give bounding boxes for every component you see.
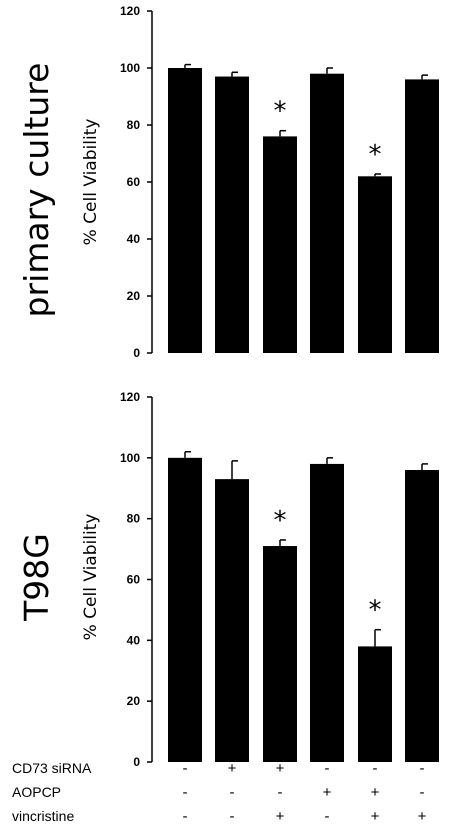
table-row-label-vincristine: vincristine	[12, 808, 74, 824]
t98g-y-tick-label: 100	[120, 451, 140, 465]
primary-culture-bar-2	[215, 76, 249, 354]
t98g-y-axis-label: % Cell Viability	[81, 514, 101, 641]
table-sign-cd73-sirna-3: +	[276, 760, 285, 777]
table-sign-aopcp-2: -	[230, 784, 235, 801]
t98g-y-tick-label: 20	[127, 694, 141, 708]
table-sign-cd73-sirna-2: +	[228, 760, 237, 777]
table-sign-cd73-sirna-1: -	[183, 760, 188, 777]
primary-culture-significance-5: *	[369, 140, 382, 170]
t98g-y-tick-label: 60	[127, 573, 141, 587]
primary-culture-bar-1	[168, 68, 202, 353]
primary-culture-y-tick-label: 0	[133, 346, 140, 360]
primary-culture-y-tick-label: 20	[127, 289, 141, 303]
primary-culture-y-tick-label: 60	[127, 175, 141, 189]
t98g-bar-3	[263, 546, 297, 762]
t98g-bar-4	[310, 463, 344, 762]
table-sign-vincristine-1: -	[183, 808, 188, 825]
t98g-panel-label: T98G	[17, 533, 56, 622]
t98g-significance-3: *	[274, 506, 287, 536]
table-sign-aopcp-5: +	[371, 784, 380, 801]
table-sign-aopcp-4: +	[323, 784, 332, 801]
primary-culture-bar-5	[358, 176, 392, 353]
t98g-significance-5: *	[369, 596, 382, 626]
table-sign-aopcp-3: -	[278, 784, 283, 801]
t98g-bar-1	[168, 457, 202, 762]
t98g-panel: 0 20 40 60 80 100 120 * * % Cell Viability T98G	[17, 390, 439, 769]
primary-culture-bar-3	[263, 136, 297, 353]
table-sign-vincristine-2: -	[230, 808, 235, 825]
table-row-label-cd73-sirna: CD73 siRNA	[12, 760, 92, 776]
table-sign-cd73-sirna-6: -	[420, 760, 425, 777]
table-sign-vincristine-3: +	[276, 808, 285, 825]
primary-culture-bar-4	[310, 73, 344, 353]
table-row-label-aopcp: AOPCP	[12, 784, 61, 800]
primary-culture-y-tick-label: 80	[127, 118, 141, 132]
table-sign-vincristine-5: +	[371, 808, 380, 825]
primary-culture-panel: 0 20 40 60 80 100 120 * * % Cell Viability primary…	[17, 4, 439, 360]
t98g-bar-6	[405, 470, 439, 762]
table-sign-aopcp-6: -	[420, 784, 425, 801]
t98g-y-tick-label: 80	[127, 512, 141, 526]
table-sign-cd73-sirna-4: -	[325, 760, 330, 777]
table-sign-cd73-sirna-5: -	[373, 760, 378, 777]
t98g-y-tick-label: 40	[127, 633, 141, 647]
primary-culture-panel-label: primary culture	[17, 63, 56, 318]
t98g-y-tick-label: 120	[120, 390, 140, 404]
t98g-y-tick-label: 0	[133, 755, 140, 769]
table-sign-vincristine-6: +	[418, 808, 427, 825]
primary-culture-significance-3: *	[274, 97, 287, 127]
table-sign-vincristine-4: -	[325, 808, 330, 825]
primary-culture-y-tick-label: 40	[127, 232, 141, 246]
primary-culture-y-tick-label: 100	[120, 61, 140, 75]
treatment-table: CD73 siRNA - + + - - - AOPCP - - - + + - vincristine - -…	[12, 760, 427, 825]
primary-culture-bar-6	[405, 79, 439, 354]
primary-culture-y-axis-label: % Cell Viability	[81, 119, 101, 246]
table-sign-aopcp-1: -	[183, 784, 188, 801]
t98g-bar-5	[358, 646, 392, 762]
t98g-bar-2	[215, 479, 249, 762]
primary-culture-y-tick-label: 120	[120, 4, 140, 18]
